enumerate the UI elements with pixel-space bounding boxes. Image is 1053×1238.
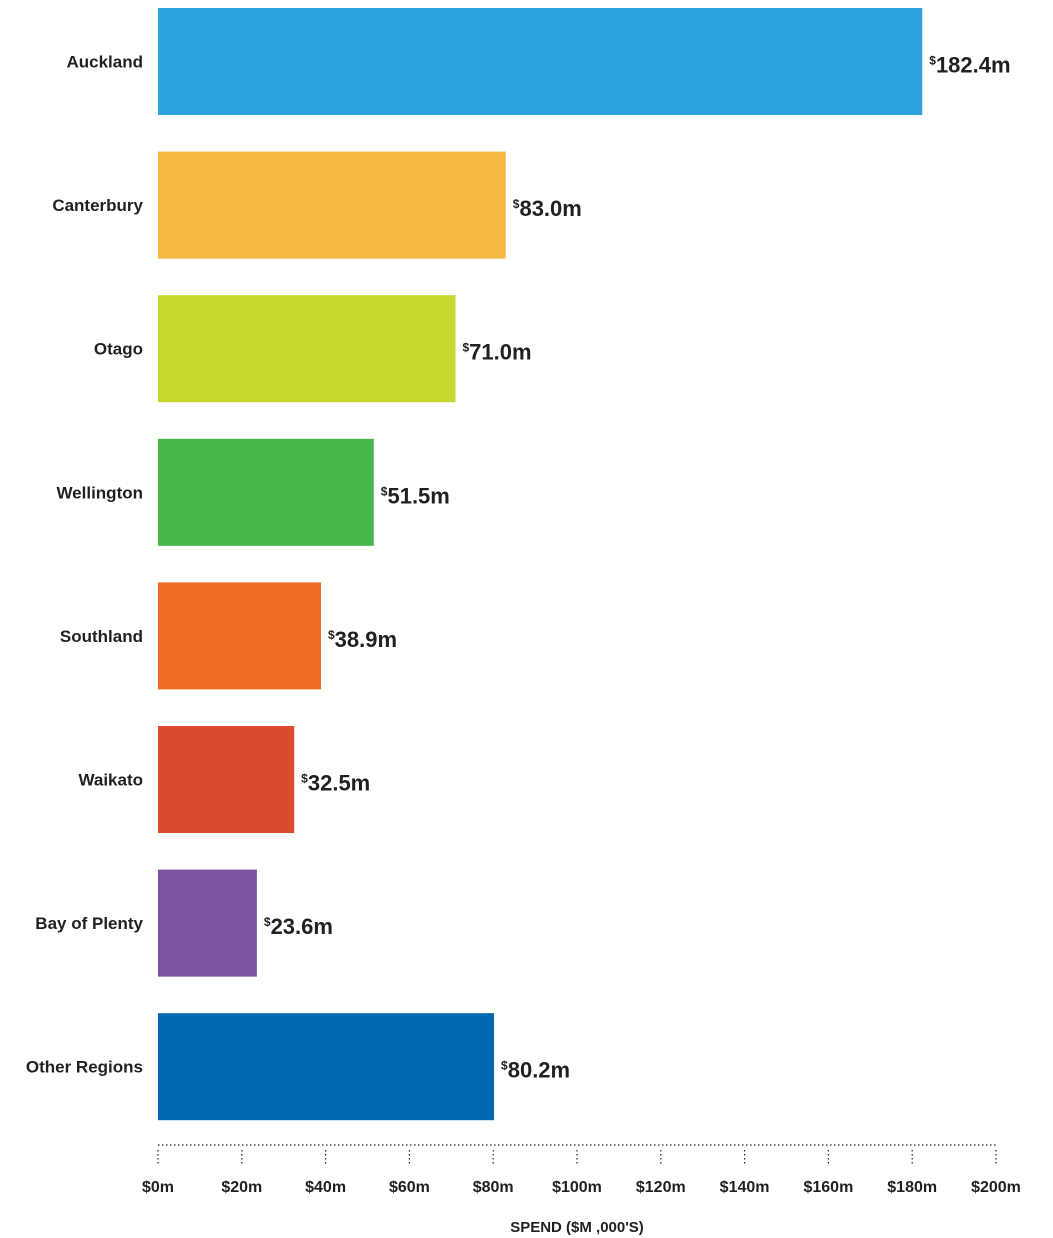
x-tick-label: $100m — [552, 1179, 602, 1196]
value-label-waikato: $32.5m — [301, 771, 370, 796]
category-label-auckland: Auckland — [66, 53, 143, 72]
value-label-wellington: $51.5m — [381, 483, 450, 508]
value-label-bay-of-plenty: $23.6m — [264, 914, 333, 939]
bar-waikato — [158, 726, 295, 833]
x-tick-label: $60m — [389, 1179, 430, 1196]
bar-southland — [158, 582, 321, 690]
bar-other-regions — [158, 1013, 495, 1121]
category-label-waikato: Waikato — [78, 771, 143, 790]
x-axis-title: SPEND ($M ,000'S) — [510, 1219, 644, 1236]
bar-auckland — [158, 8, 923, 115]
category-label-otago: Otago — [94, 340, 143, 359]
category-label-bay-of-plenty: Bay of Plenty — [35, 914, 143, 933]
x-tick-label: $180m — [887, 1179, 937, 1196]
x-tick-label: $200m — [971, 1179, 1021, 1196]
x-tick-label: $40m — [305, 1179, 346, 1196]
category-labels: Auckland Canterbury Otago Wellington Southla… — [26, 53, 144, 1077]
category-label-wellington: Wellington — [56, 483, 143, 502]
bar-wellington — [158, 438, 374, 546]
category-label-canterbury: Canterbury — [52, 196, 143, 215]
value-label-otago: $71.0m — [462, 340, 531, 365]
x-tick-label: $140m — [720, 1179, 770, 1196]
x-tick-label: $0m — [142, 1179, 174, 1196]
x-tick-label: $160m — [803, 1179, 853, 1196]
category-label-other-regions: Other Regions — [26, 1058, 143, 1077]
x-tick-label: $20m — [221, 1179, 262, 1196]
value-label-canterbury: $83.0m — [513, 196, 582, 221]
bars — [158, 8, 923, 1121]
value-label-southland: $38.9m — [328, 627, 397, 652]
x-tick-label: $120m — [636, 1179, 686, 1196]
x-axis: $0m $20m $40m $60m $80m $100m $120m $140m $160m $… — [142, 1144, 1021, 1196]
value-label-other-regions: $80.2m — [501, 1058, 570, 1083]
x-tick-label: $80m — [473, 1179, 514, 1196]
category-label-southland: Southland — [60, 627, 143, 646]
bar-otago — [158, 295, 456, 403]
value-label-auckland: $182.4m — [929, 53, 1010, 78]
bar-bay-of-plenty — [158, 869, 257, 977]
bar-canterbury — [158, 151, 506, 259]
value-labels: $182.4m $83.0m $71.0m $51.5m $38.9m $32.5m $23… — [264, 53, 1011, 1083]
